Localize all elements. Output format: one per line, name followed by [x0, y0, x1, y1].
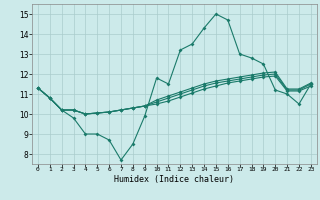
X-axis label: Humidex (Indice chaleur): Humidex (Indice chaleur) [115, 175, 234, 184]
